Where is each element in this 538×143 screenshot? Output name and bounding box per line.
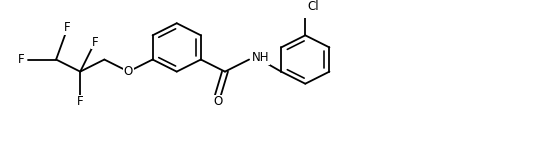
Text: F: F [92,36,98,49]
Text: F: F [63,21,70,34]
Text: O: O [213,95,222,108]
Text: F: F [18,53,25,66]
Text: Cl: Cl [307,0,319,13]
Text: O: O [124,65,133,78]
Text: F: F [77,95,83,108]
Text: NH: NH [252,51,270,64]
